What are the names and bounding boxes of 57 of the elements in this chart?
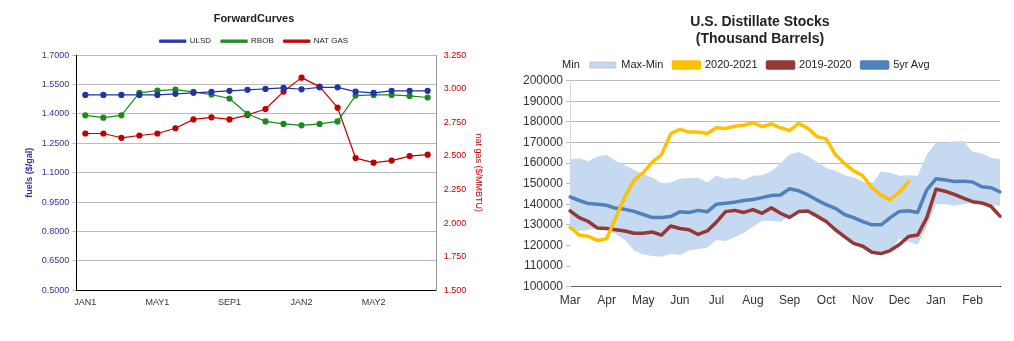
x-tick-label: Apr [597,293,616,308]
legend-label: Max-Min [621,58,664,71]
y2-tick-label: 2.000 [443,217,467,228]
y-axis-title: fuels ($/gal) [23,147,34,198]
y-tick-label: 1.1000 [41,167,70,178]
y-tick-label: 1.4000 [41,108,70,119]
y-tick-label: 200000 [523,72,564,87]
y2-tick-label: 2.250 [443,183,467,194]
y2-tick-label: 2.500 [443,150,467,161]
x-tick-label: MAY1 [145,297,170,308]
x-tick-label: Sep [778,293,801,308]
legend-label: ULSD [189,36,212,46]
y-tick-label: 100000 [523,278,564,293]
y2-tick-label: 3.000 [443,83,467,94]
text: Min [562,58,580,71]
y-tick-label: 170000 [523,134,564,149]
x-tick-label: Oct [816,293,837,308]
y-tick-label: 140000 [523,196,564,211]
y2-tick-label: 3.250 [443,49,467,60]
y2-tick-label: 1.750 [443,251,467,262]
y-tick-label: 120000 [523,237,564,252]
x-tick-label: MAY2 [361,297,386,308]
x-tick-label: Jan [926,293,946,308]
y-tick-label: 150000 [523,175,564,190]
x-tick-label: Mar [559,293,581,308]
x-tick-label: JAN2 [290,297,313,308]
y-tick-label: 1.5500 [41,79,70,90]
y2-tick-label: 1.500 [443,284,467,295]
x-tick-label: Feb [962,293,984,308]
y-tick-label: 110000 [523,258,564,273]
x-tick-label: Jun [670,293,690,308]
y-tick-label: 1.2500 [41,137,70,148]
x-tick-label: Dec [888,293,911,308]
legend-label: RBOB [251,36,274,46]
y-tick-label: 0.9500 [41,196,70,207]
chart-title: ForwardCurves [213,11,295,24]
x-tick-label: Jul [708,293,725,308]
y-tick-label: 130000 [523,217,564,232]
y-tick-label: 160000 [523,155,564,170]
y2-tick-label: 2.750 [443,116,467,127]
x-tick-label: May [631,293,655,308]
y-tick-label: 0.6500 [41,255,70,266]
legend-label: 2020-2021 [704,58,758,71]
y-tick-label: 1.7000 [41,49,70,60]
x-tick-label: JAN1 [74,297,97,308]
y-tick-label: 180000 [523,114,564,129]
x-tick-label: SEP1 [217,297,241,308]
y-tick-label: 0.5000 [41,284,70,295]
legend-label: 5yr Avg [893,58,930,71]
legend-label: 2019-2020 [799,58,852,71]
y-tick-label: 0.8000 [41,225,70,236]
y-tick-label: 190000 [523,93,564,108]
chart-title: U.S. Distillate Stocks (Thousand Barrels) [690,13,830,47]
legend-label: NAT GAS [313,36,349,46]
x-tick-label: Aug [742,293,764,308]
x-tick-label: Nov [852,293,874,308]
y2-axis-title: nat gas ($/MMBTU) [474,133,485,212]
